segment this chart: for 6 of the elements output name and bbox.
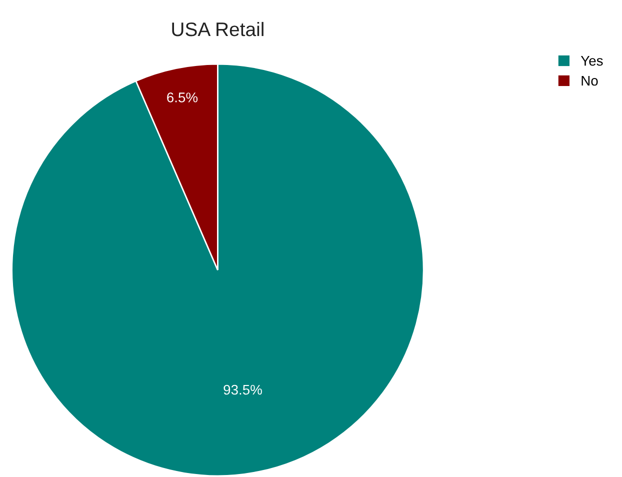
data-label: 93.5% [224,384,262,395]
legend-label: No [582,76,598,86]
legend-label: Yes [580,56,603,66]
data-label: 6.5% [167,92,198,102]
chart-title: USA Retail [172,22,264,36]
pie-slice [11,63,424,477]
